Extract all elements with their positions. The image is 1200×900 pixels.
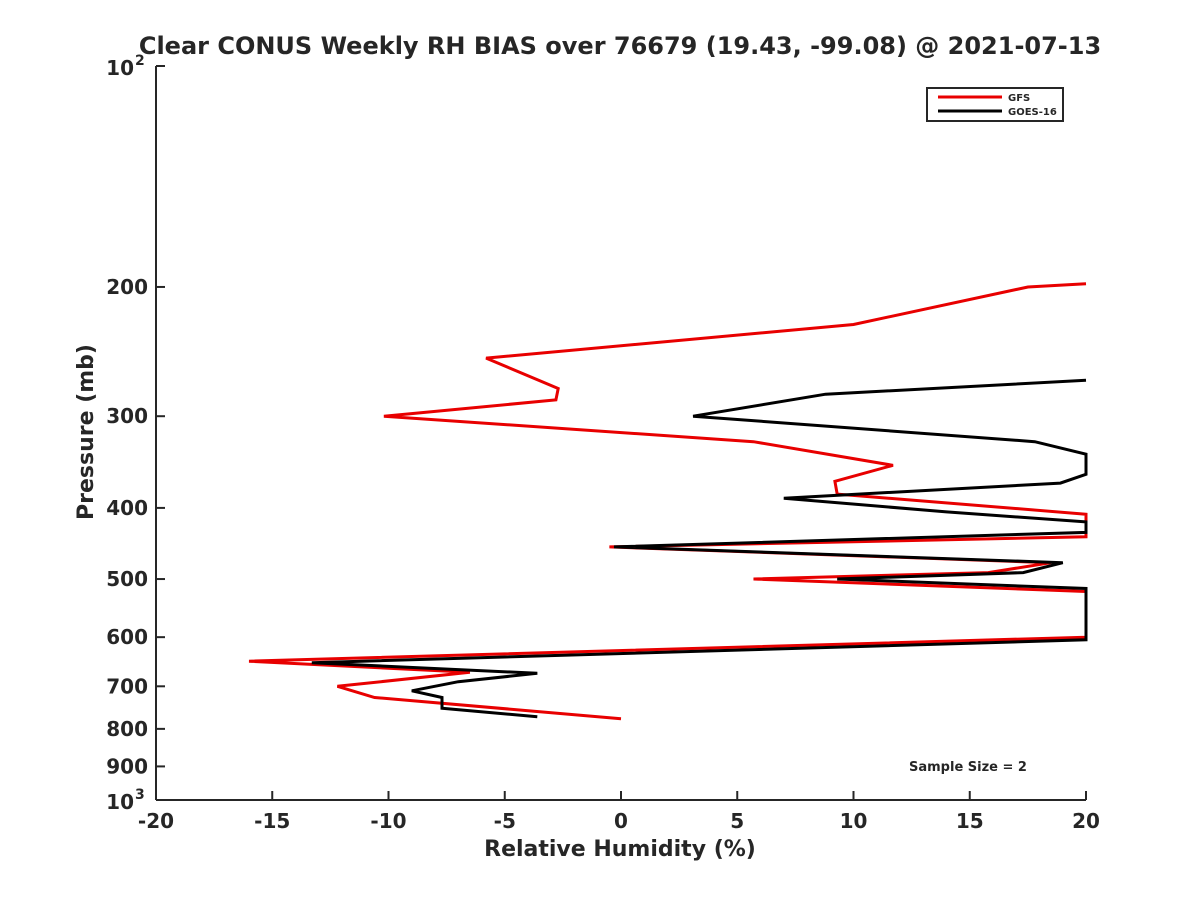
x-tick-label: 5: [730, 809, 744, 833]
y-tick-label-base: 10: [106, 790, 134, 814]
x-axis-label: Relative Humidity (%): [484, 837, 756, 862]
y-tick-label: 900: [106, 754, 148, 778]
y-tick-label: 200: [106, 275, 148, 299]
x-tick-label: -20: [138, 809, 174, 833]
legend: GFS GOES-16: [926, 87, 1064, 122]
y-tick-label-power: 10 2: [106, 53, 145, 80]
legend-label-gfs: GFS: [1008, 93, 1030, 104]
y-tick-label-exponent: 2: [135, 53, 145, 69]
x-tick-label: -15: [254, 809, 290, 833]
y-tick-label-base: 10: [106, 56, 134, 80]
y-tick-label-power: 10 3: [106, 787, 145, 814]
legend-label-goes-16: GOES-16: [1008, 107, 1057, 118]
x-tick-label: 20: [1072, 809, 1100, 833]
x-tick-label: 15: [956, 809, 984, 833]
y-tick-label: 600: [106, 625, 148, 649]
y-tick-label: 400: [106, 496, 148, 520]
y-tick-label: 800: [106, 717, 148, 741]
y-tick-label: 500: [106, 567, 148, 591]
y-axis-label: Pressure (mb): [74, 344, 99, 520]
x-tick-label: 0: [614, 809, 628, 833]
x-tick-label: -10: [370, 809, 406, 833]
y-tick-label: 300: [106, 404, 148, 428]
legend-box: [926, 87, 1064, 122]
y-tick-label-exponent: 3: [135, 787, 145, 803]
sample-size-annotation: Sample Size = 2: [909, 760, 1027, 775]
chart-title: Clear CONUS Weekly RH BIAS over 76679 (1…: [139, 32, 1101, 60]
x-tick-label: 10: [840, 809, 868, 833]
plot-area: [248, 282, 1088, 721]
x-tick-label: -5: [494, 809, 516, 833]
series-line-goes-16: [311, 378, 1088, 719]
y-tick-label: 700: [106, 674, 148, 698]
